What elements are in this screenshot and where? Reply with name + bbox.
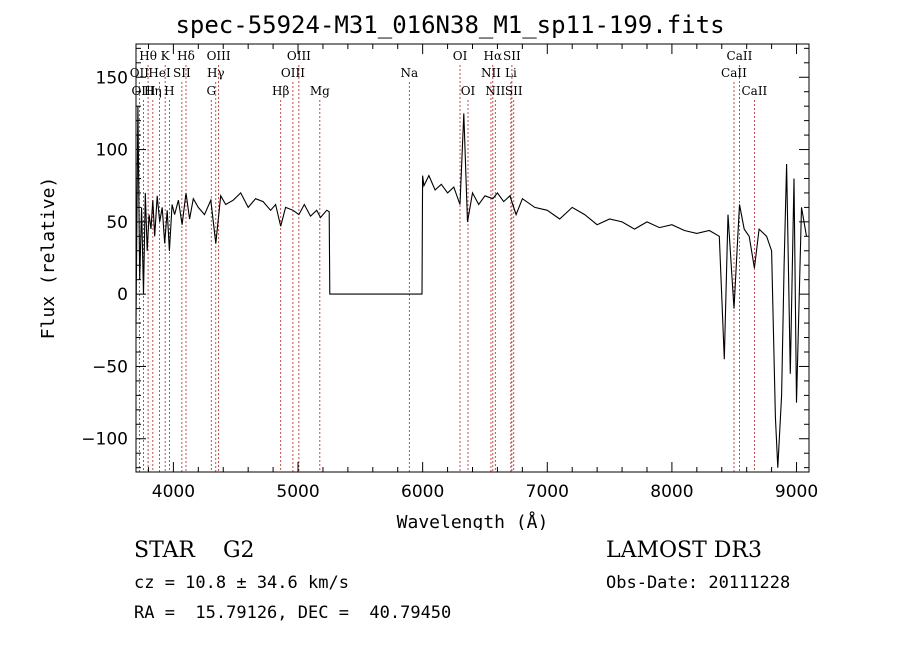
line-marker-label: NII — [485, 84, 505, 98]
line-marker-label: Hη — [144, 84, 162, 98]
chart-title: spec-55924-M31_016N38_M1_sp11-199.fits — [175, 11, 724, 39]
line-marker-label: Na — [400, 66, 418, 80]
line-marker-label: K — [161, 49, 171, 63]
obs-date-label: Obs-Date: 20111228 — [606, 573, 791, 593]
line-marker-label: OII — [130, 66, 150, 80]
spectrum-plot: spec-55924-M31_016N38_M1_sp11-199.fits Hθ… — [38, 11, 818, 530]
line-marker-label: Mg — [310, 84, 330, 98]
line-marker-label: HeI — [148, 66, 171, 80]
x-tick-label: 7000 — [526, 482, 569, 502]
line-marker-label: OIII — [287, 49, 311, 63]
line-marker-label: Li — [505, 66, 517, 80]
line-marker-label: G — [206, 84, 216, 98]
y-tick-label: −50 — [92, 357, 128, 377]
line-marker-label: Hδ — [177, 49, 195, 63]
y-axis-label: Flux (relative) — [38, 177, 59, 340]
line-marker-label: OI — [453, 49, 468, 63]
x-tick-label: 8000 — [650, 482, 693, 502]
line-marker-label: Hθ — [139, 49, 157, 63]
line-marker-label: OI — [461, 84, 476, 98]
line-marker-label: CaII — [727, 49, 753, 63]
x-tick-label: 5000 — [276, 482, 319, 502]
line-marker-label: Hγ — [207, 66, 225, 80]
x-axis-label: Wavelength (Å) — [397, 511, 549, 530]
line-marker-label: H — [164, 84, 174, 98]
y-tick-label: 100 — [96, 141, 128, 161]
y-tick-label: 0 — [117, 285, 128, 305]
x-tick-label: 4000 — [152, 482, 195, 502]
object-class-label: STAR G2 — [134, 538, 255, 563]
line-marker-label: NII — [481, 66, 501, 80]
y-tick-label: −100 — [81, 430, 128, 450]
line-marker-label: Hα — [484, 49, 503, 63]
line-marker-label: OIII — [207, 49, 231, 63]
y-tick-label: 150 — [96, 68, 128, 88]
line-marker-label: SII — [505, 84, 523, 98]
line-marker-label: CaII — [721, 66, 747, 80]
line-marker-label: OIII — [281, 66, 305, 80]
line-marker-label: OIII — [131, 84, 155, 98]
x-tick-label: 9000 — [775, 482, 818, 502]
survey-label: LAMOST DR3 — [606, 538, 762, 563]
line-marker-label: Hβ — [272, 84, 289, 98]
x-tick-label: 6000 — [401, 482, 444, 502]
line-marker-label: CaII — [741, 84, 767, 98]
line-marker-label: SII — [503, 49, 521, 63]
line-marker-label: SII — [173, 66, 191, 80]
radec-label: RA = 15.79126, DEC = 40.79450 — [134, 603, 452, 623]
y-tick-label: 50 — [106, 213, 128, 233]
plot-frame — [135, 43, 810, 473]
cz-label: cz = 10.8 ± 34.6 km/s — [134, 573, 349, 593]
spectrum-line — [135, 106, 808, 468]
